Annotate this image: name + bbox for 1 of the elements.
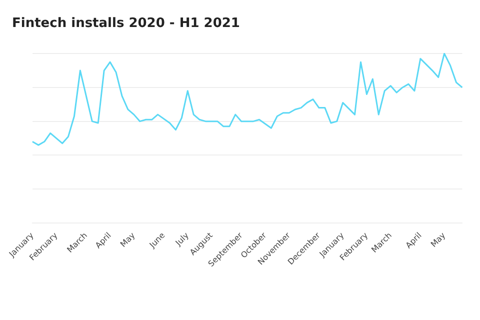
chart-title: Fintech installs 2020 - H1 2021: [12, 16, 240, 32]
